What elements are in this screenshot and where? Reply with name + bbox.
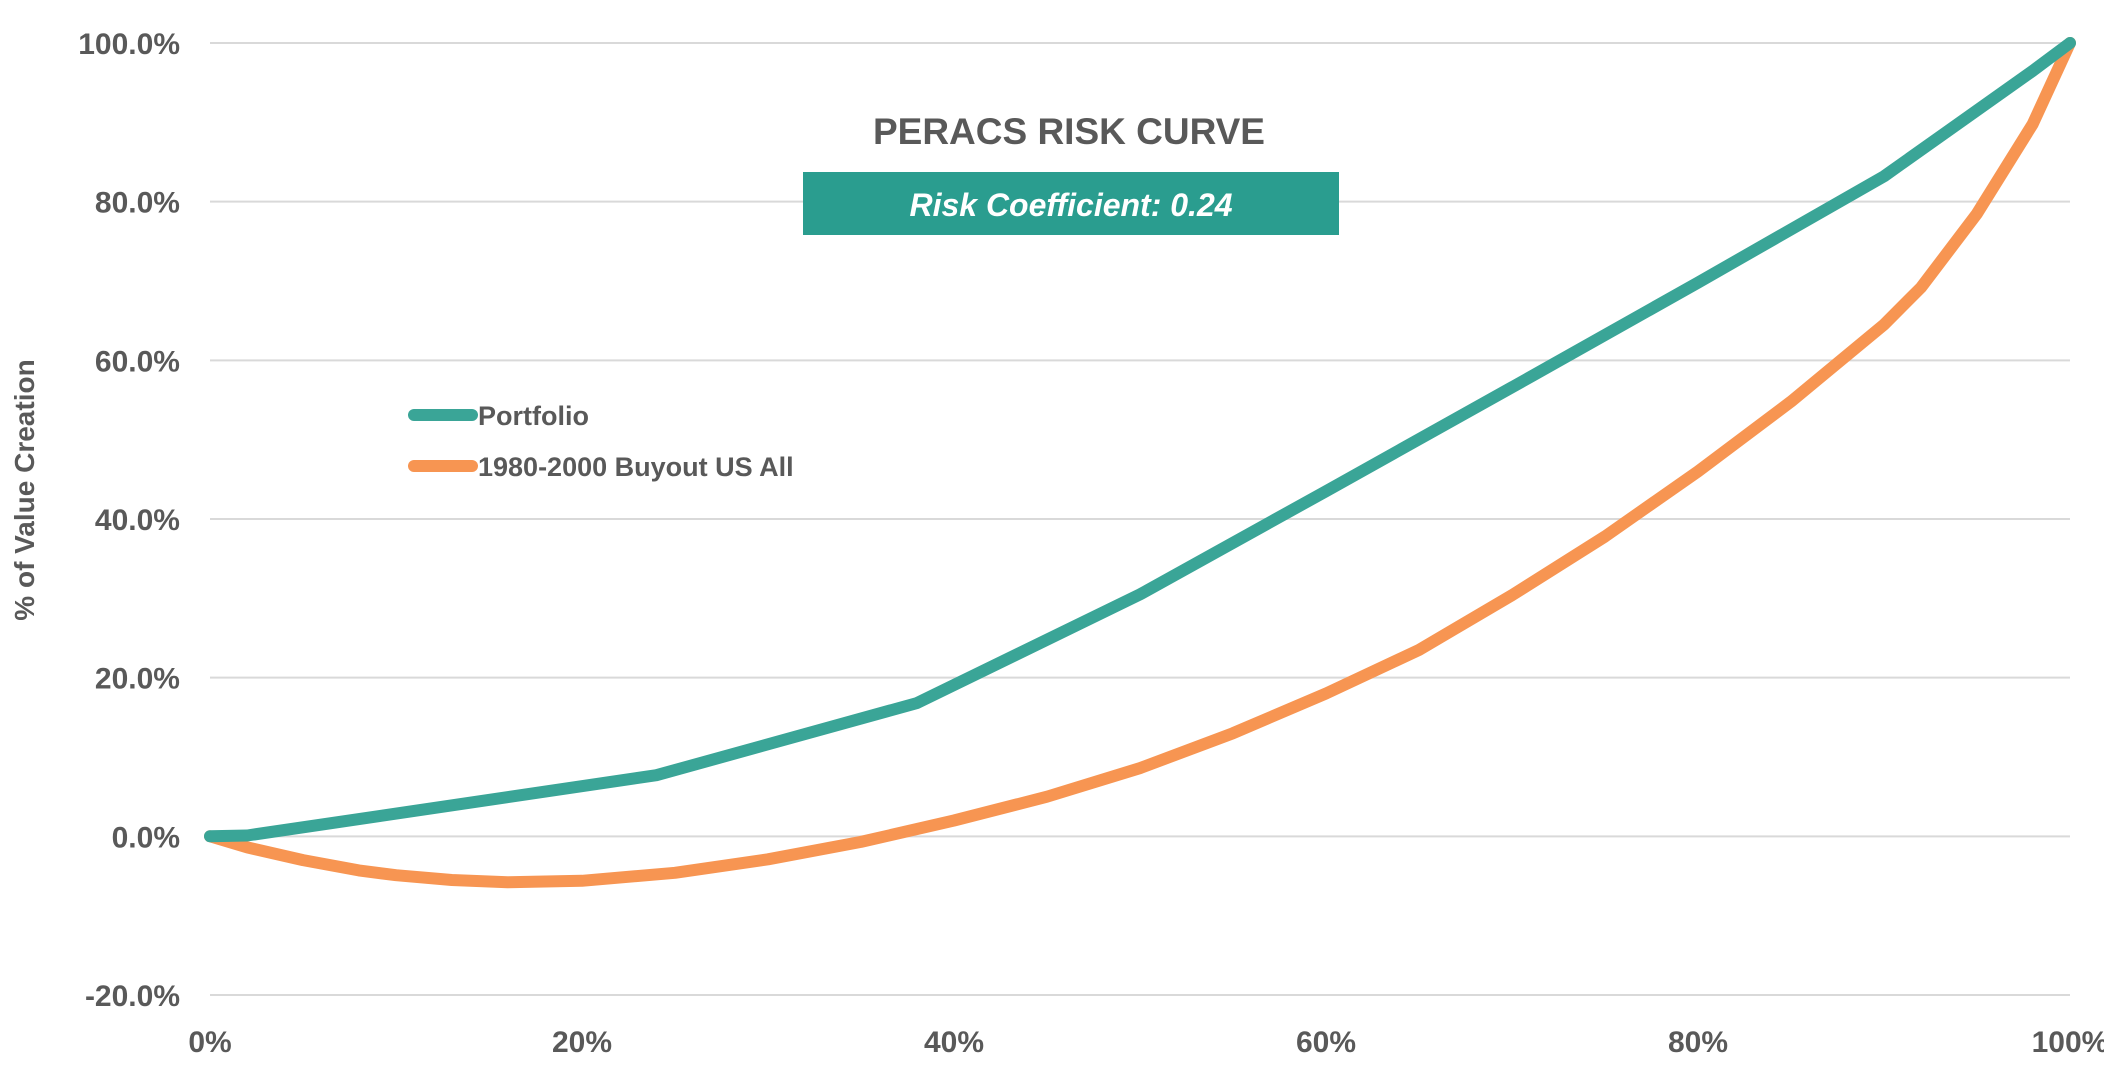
series-line-buyout xyxy=(204,37,2076,889)
x-tick-label: 20% xyxy=(552,1026,612,1059)
y-tick-label: 80.0% xyxy=(95,187,180,220)
x-tick-label: 40% xyxy=(924,1026,984,1059)
series-line-portfolio xyxy=(204,37,2076,843)
legend: Portfolio 1980-2000 Buyout US All xyxy=(408,401,794,482)
y-tick-label: 0.0% xyxy=(112,821,180,854)
risk-coefficient-text: Risk Coefficient: 0.24 xyxy=(909,187,1232,223)
y-tick-label: 20.0% xyxy=(95,663,180,696)
series-lines xyxy=(204,37,2076,889)
x-axis-ticks: 0% 20% 40% 60% 80% 100% xyxy=(188,1026,2104,1059)
legend-label-portfolio: Portfolio xyxy=(478,401,589,431)
y-tick-label: -20.0% xyxy=(85,980,180,1013)
y-tick-label: 100.0% xyxy=(78,28,180,61)
y-tick-label: 40.0% xyxy=(95,504,180,537)
x-tick-label: 0% xyxy=(188,1026,231,1059)
x-tick-label: 80% xyxy=(1668,1026,1728,1059)
x-tick-label: 100% xyxy=(2032,1026,2104,1059)
y-tick-label: 60.0% xyxy=(95,345,180,378)
x-tick-label: 60% xyxy=(1296,1026,1356,1059)
y-axis-ticks: -20.0% 0.0% 20.0% 40.0% 60.0% 80.0% 100.0% xyxy=(78,28,180,1013)
legend-label-buyout: 1980-2000 Buyout US All xyxy=(478,452,794,482)
chart-title: PERACS RISK CURVE xyxy=(873,111,1265,152)
y-axis-label: % of Value Creation xyxy=(9,359,40,620)
risk-coefficient-badge xyxy=(803,172,1339,235)
